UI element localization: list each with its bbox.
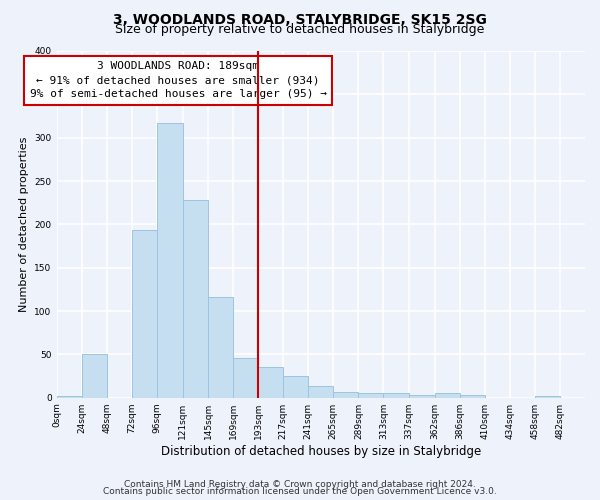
Text: 3, WOODLANDS ROAD, STALYBRIDGE, SK15 2SG: 3, WOODLANDS ROAD, STALYBRIDGE, SK15 2SG: [113, 12, 487, 26]
Bar: [82, 354, 107, 398]
Bar: [132, 230, 157, 398]
X-axis label: Distribution of detached houses by size in Stalybridge: Distribution of detached houses by size …: [161, 444, 481, 458]
Bar: [308, 386, 334, 398]
Bar: [157, 123, 183, 398]
Bar: [460, 395, 485, 398]
Text: Contains public sector information licensed under the Open Government Licence v3: Contains public sector information licen…: [103, 487, 497, 496]
Bar: [233, 358, 258, 398]
Text: 3 WOODLANDS ROAD: 189sqm
← 91% of detached houses are smaller (934)
9% of semi-d: 3 WOODLANDS ROAD: 189sqm ← 91% of detach…: [29, 62, 326, 100]
Bar: [183, 200, 208, 398]
Bar: [334, 392, 358, 398]
Bar: [208, 297, 233, 398]
Bar: [434, 394, 460, 398]
Bar: [56, 396, 82, 398]
Bar: [383, 394, 409, 398]
Bar: [258, 368, 283, 398]
Bar: [283, 376, 308, 398]
Bar: [535, 396, 560, 398]
Bar: [358, 394, 383, 398]
Text: Contains HM Land Registry data © Crown copyright and database right 2024.: Contains HM Land Registry data © Crown c…: [124, 480, 476, 489]
Y-axis label: Number of detached properties: Number of detached properties: [19, 136, 29, 312]
Text: Size of property relative to detached houses in Stalybridge: Size of property relative to detached ho…: [115, 22, 485, 36]
Bar: [409, 395, 434, 398]
